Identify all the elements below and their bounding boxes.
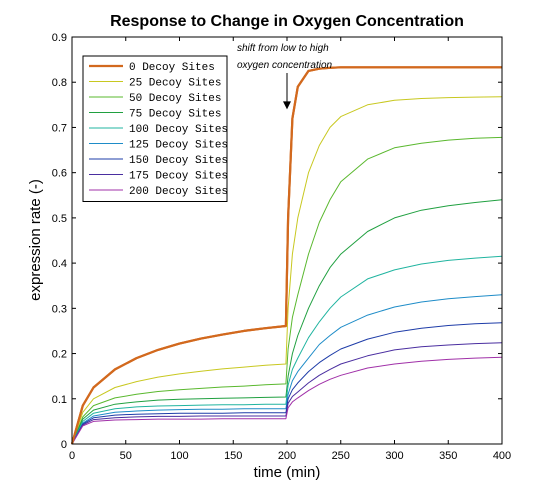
y-tick-label: 0.8	[52, 77, 67, 89]
legend: 0 Decoy Sites 25 Decoy Sites 50 Decoy Site…	[82, 55, 228, 202]
y-tick-label: 0.5	[52, 213, 67, 225]
series-line-2	[71, 136, 503, 445]
series-line-5	[71, 294, 503, 445]
y-tick-label: 0.4	[52, 258, 67, 270]
legend-label: 0 Decoy Sites	[129, 62, 215, 74]
y-tick-label: 0.6	[52, 168, 67, 180]
y-tick-label: 0.1	[52, 394, 67, 406]
y-tick-label: 0.3	[52, 303, 67, 315]
legend-label: 200 Decoy Sites	[129, 186, 228, 198]
y-tick-label: 0.7	[52, 122, 67, 134]
series-layer	[70, 66, 503, 445]
series-line-6	[71, 322, 503, 445]
y-tick-label: 0.9	[52, 32, 67, 44]
annotation-line-1: shift from low to high	[237, 43, 329, 54]
x-tick-label: 150	[224, 450, 242, 462]
legend-label: 25 Decoy Sites	[129, 78, 221, 90]
legend-label: 100 Decoy Sites	[129, 124, 228, 136]
legend-box	[82, 55, 228, 202]
x-tick-label: 200	[278, 450, 296, 462]
legend-label: 175 Decoy Sites	[129, 171, 228, 183]
x-tick-label: 350	[439, 450, 457, 462]
x-tick-label: 300	[385, 450, 403, 462]
legend-label: 75 Decoy Sites	[129, 109, 221, 121]
x-tick-label: 100	[170, 450, 188, 462]
annotation-arrow-head	[283, 101, 291, 110]
series-line-4	[71, 255, 503, 445]
x-tick-label: 400	[493, 450, 511, 462]
chart-title: Response to Change in Oxygen Concentrati…	[110, 13, 464, 30]
axes-layer: 0 50 100 150 200 250 300 350 400 0 0.1 0.2 0.3 0.4 0.5…	[52, 32, 511, 462]
y-tick-label: 0.2	[52, 349, 67, 361]
legend-label: 50 Decoy Sites	[129, 93, 221, 105]
annotation-line-2: oxygen concentration	[237, 60, 333, 71]
x-axis-label: time (min)	[254, 464, 321, 481]
legend-label: 150 Decoy Sites	[129, 155, 228, 167]
series-line-7	[71, 342, 503, 445]
series-line-8	[71, 356, 503, 445]
x-tick-label: 50	[120, 450, 132, 462]
legend-label: 125 Decoy Sites	[129, 140, 228, 152]
y-axis-label: expression rate (-)	[27, 179, 44, 301]
series-line-3	[71, 199, 503, 445]
series-line-1	[71, 96, 503, 445]
x-tick-label: 0	[69, 450, 75, 462]
series-line-0-overlay	[70, 66, 502, 445]
annotation: shift from low to high oxygen concentrat…	[237, 43, 333, 110]
x-tick-label: 250	[332, 450, 350, 462]
y-tick-label: 0	[61, 439, 67, 451]
